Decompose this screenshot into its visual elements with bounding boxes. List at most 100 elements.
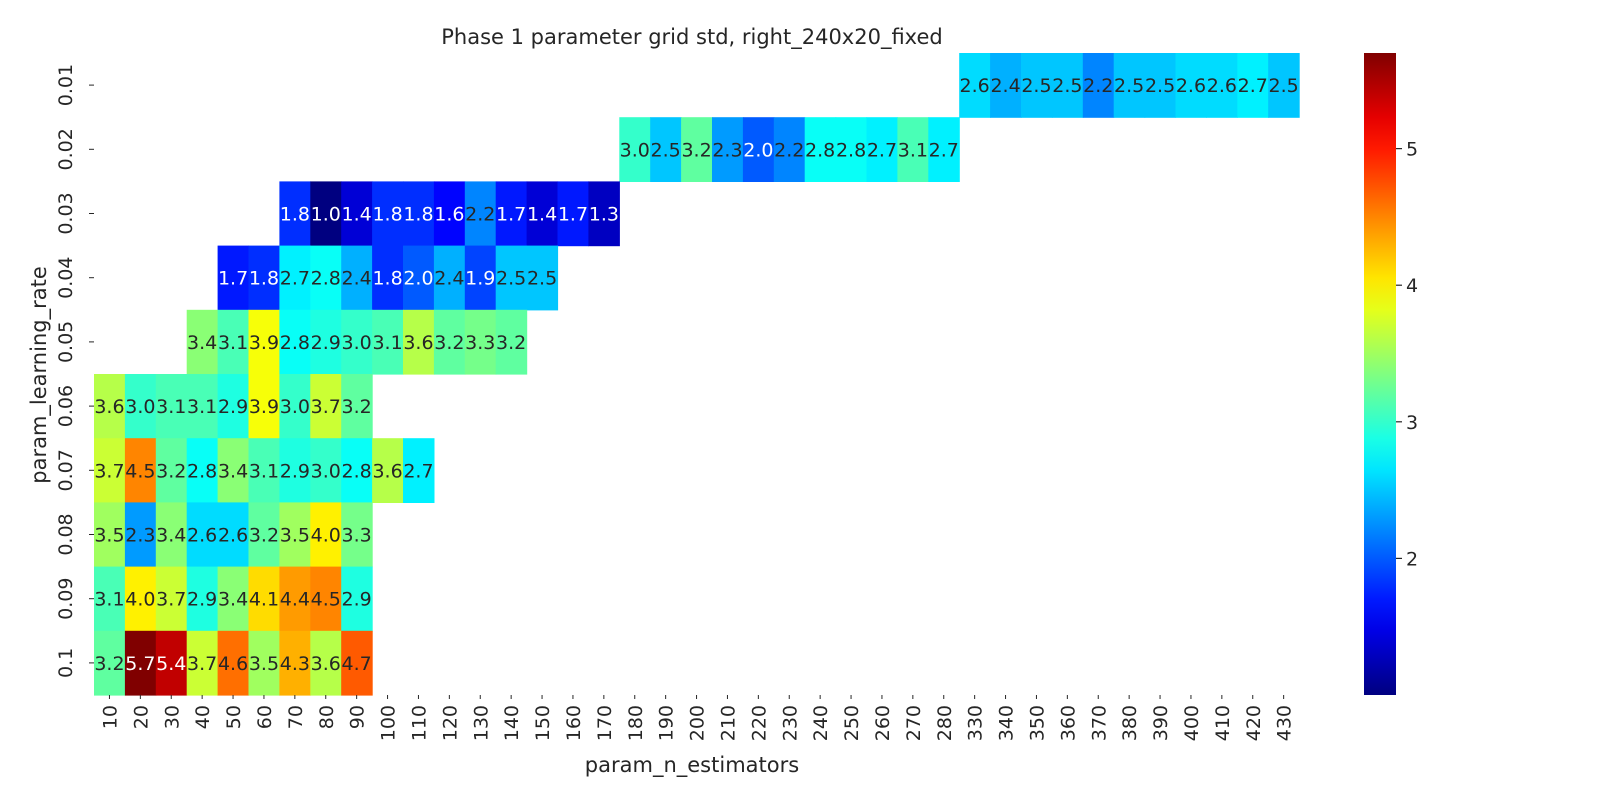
x-tick-label: 210 — [717, 705, 739, 741]
heatmap-cell — [248, 309, 280, 375]
heatmap-cell — [619, 117, 651, 182]
y-tick-label: 0.01 — [55, 64, 77, 106]
cell-value-label: 3.4 — [218, 589, 248, 611]
cell-value-label: 3.9 — [249, 332, 279, 354]
colorbar-tick-label: 3 — [1406, 412, 1418, 434]
cell-value-label: 5.4 — [156, 653, 186, 675]
heatmap-cell — [897, 117, 929, 182]
x-tick-label: 200 — [687, 705, 709, 741]
heatmap-cell — [248, 566, 280, 632]
heatmap-cell — [464, 309, 497, 375]
heatmap-cell — [279, 438, 311, 503]
x-tick-label: 270 — [903, 705, 925, 741]
cell-value-label: 2.2 — [1083, 75, 1113, 97]
heatmap-cell — [928, 117, 960, 182]
heatmap-cell — [526, 181, 559, 247]
x-tick-label: 50 — [223, 705, 245, 729]
heatmap-cell — [588, 181, 620, 247]
cell-value-label: 3.5 — [94, 525, 124, 547]
x-tick-label: 100 — [378, 705, 400, 741]
cell-value-label: 1.6 — [434, 204, 464, 226]
heatmap-cell — [1144, 53, 1177, 118]
cell-value-label: 3.1 — [94, 589, 124, 611]
x-tick-label: 410 — [1212, 705, 1234, 741]
heatmap-cell — [495, 245, 528, 311]
heatmap-cell — [186, 502, 219, 568]
heatmap-cell — [186, 438, 219, 503]
heatmap-cell — [279, 566, 311, 632]
y-tick-label: 0.08 — [55, 513, 77, 555]
cell-value-label: 3.6 — [403, 332, 433, 354]
heatmap-cell — [464, 181, 497, 247]
heatmap-cell — [742, 117, 775, 182]
cell-value-label: 3.2 — [342, 396, 372, 418]
heatmap-cell — [866, 117, 898, 182]
cell-value-label: 2.5 — [1021, 75, 1051, 97]
cell-value-label: 3.1 — [187, 396, 217, 418]
cell-value-label: 1.9 — [465, 268, 495, 290]
colorbar-tick-label: 5 — [1406, 139, 1418, 161]
heatmap-cell — [403, 181, 435, 247]
heatmap-cell — [495, 309, 528, 375]
heatmap-cell — [526, 245, 559, 311]
cell-value-label: 1.7 — [496, 204, 526, 226]
heatmap-cell — [155, 566, 188, 632]
y-tick-label: 0.03 — [55, 192, 77, 234]
cell-value-label: 2.5 — [1114, 75, 1144, 97]
cell-value-label: 3.2 — [434, 332, 464, 354]
cell-value-label: 2.7 — [1238, 75, 1268, 97]
cell-value-label: 2.3 — [125, 525, 155, 547]
heatmap-cell — [1206, 53, 1238, 118]
x-tick-label: 380 — [1119, 705, 1141, 741]
colorbar-tick-label: 2 — [1406, 548, 1418, 570]
cell-value-label: 1.7 — [218, 268, 248, 290]
cell-value-label: 2.8 — [342, 460, 372, 482]
cell-value-label: 3.7 — [311, 396, 341, 418]
x-tick-label: 240 — [810, 705, 832, 741]
x-tick-label: 230 — [779, 705, 801, 741]
cell-value-label: 3.1 — [898, 139, 928, 161]
cell-value-label: 3.1 — [372, 332, 402, 354]
cell-value-label: 3.0 — [311, 460, 341, 482]
x-tick-label: 70 — [285, 705, 307, 729]
heatmap-cell — [341, 566, 373, 632]
cell-value-label: 2.7 — [280, 268, 310, 290]
x-tick-label: 180 — [625, 705, 647, 741]
heatmap-cell — [124, 374, 157, 439]
x-tick-label: 40 — [192, 705, 214, 729]
heatmap-cell — [279, 309, 311, 375]
heatmap-cell — [310, 438, 342, 503]
x-tick-label: 330 — [965, 705, 987, 741]
cell-value-label: 2.6 — [960, 75, 990, 97]
cell-value-label: 3.0 — [125, 396, 155, 418]
cell-value-label: 2.9 — [311, 332, 341, 354]
heatmap-cell — [341, 374, 373, 439]
heatmap-cell — [557, 181, 589, 247]
heatmap-cell — [310, 502, 342, 568]
heatmap-cell — [1175, 53, 1207, 118]
heatmap-cell — [1268, 53, 1300, 118]
cell-value-label: 4.1 — [249, 589, 279, 611]
cell-value-label: 3.1 — [156, 396, 186, 418]
x-tick-label: 20 — [130, 705, 152, 729]
x-tick-label: 400 — [1181, 705, 1203, 741]
cell-value-label: 1.8 — [403, 204, 433, 226]
heatmap-cell — [712, 117, 744, 182]
x-tick-label: 280 — [934, 705, 956, 741]
cell-value-label: 3.7 — [94, 460, 124, 482]
heatmap-cell — [94, 630, 126, 696]
y-tick-label: 0.06 — [55, 385, 77, 427]
cell-value-label: 2.4 — [342, 268, 372, 290]
cell-value-label: 4.3 — [280, 653, 310, 675]
heatmap-cell — [1237, 53, 1269, 118]
cell-value-label: 2.9 — [218, 396, 248, 418]
heatmap-cell — [217, 438, 250, 503]
heatmap-cell — [681, 117, 713, 182]
heatmap-cell — [372, 181, 404, 247]
cell-value-label: 3.5 — [280, 525, 310, 547]
heatmap-cell — [94, 374, 126, 439]
heatmap-cell — [186, 374, 219, 439]
heatmap-cell — [403, 245, 435, 311]
heatmap-cell — [155, 374, 188, 439]
cell-value-label: 2.8 — [836, 139, 866, 161]
